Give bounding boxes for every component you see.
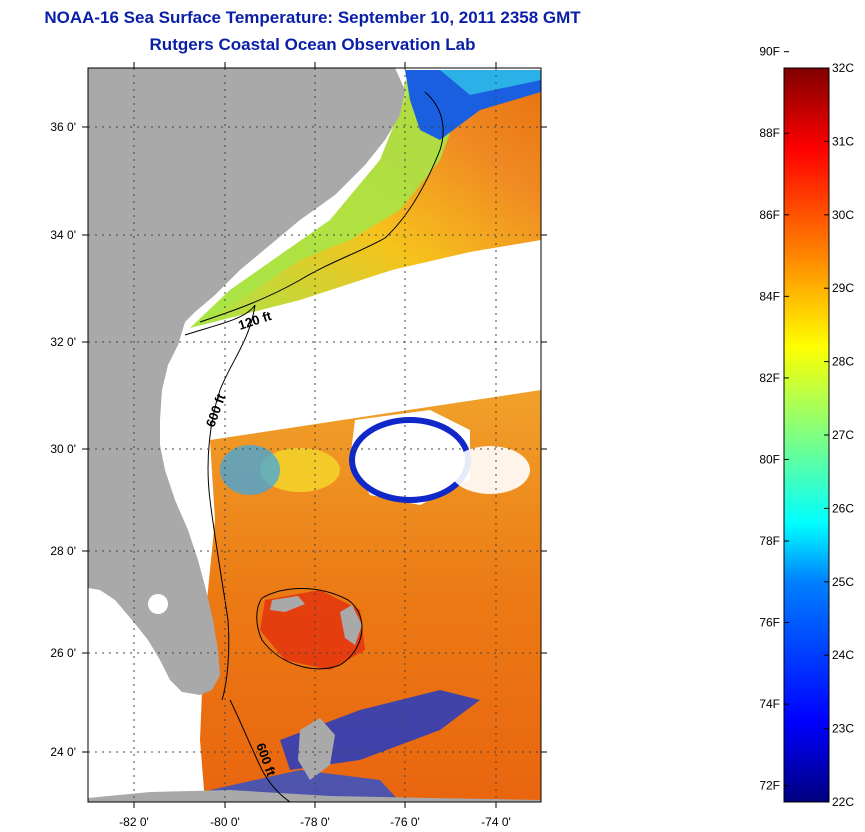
colorbar-fahrenheit-label: 76F <box>759 616 780 630</box>
lat-label-34: 34 0' <box>50 228 76 242</box>
cloud-gap-south <box>350 410 470 505</box>
colorbar-celsius-label: 32C <box>832 61 854 75</box>
colorbar-celsius-label: 26C <box>832 501 854 515</box>
colorbar-fahrenheit-label: 86F <box>759 208 780 222</box>
andros-island <box>298 718 335 780</box>
colorbar-gradient <box>783 67 830 803</box>
contour-bahamas <box>256 588 363 670</box>
lat-label-26: 26 0' <box>50 646 76 660</box>
lon-label-78: -78 0' <box>300 815 330 829</box>
colorbar-celsius-label: 22C <box>832 795 854 809</box>
colorbar-fahrenheit-label: 72F <box>759 779 780 793</box>
contour-600ft-south <box>229 699 291 802</box>
colorbar-fahrenheit-label: 90F <box>759 45 780 59</box>
cool-water-north <box>405 70 541 140</box>
contour-600ft <box>184 304 256 701</box>
colorbar-celsius-label: 28C <box>832 355 854 369</box>
colorbar-celsius-label: 24C <box>832 648 854 662</box>
nearshore-cool-band <box>190 80 455 328</box>
cool-patch-west <box>220 445 280 495</box>
lon-label-82: -82 0' <box>119 815 149 829</box>
colorbar-fahrenheit-label: 78F <box>759 534 780 548</box>
colorbar-celsius-label: 25C <box>832 575 854 589</box>
colorbar-fahrenheit-labels: 90F 88F 86F 84F 82F 80F 78F 76F 74F 72F <box>759 45 780 793</box>
contour-120ft <box>199 91 444 323</box>
axis-ticks <box>82 62 547 808</box>
colorbar-fahrenheit-label: 88F <box>759 126 780 140</box>
lat-label-36: 36 0' <box>50 120 76 134</box>
lat-label-30: 30 0' <box>50 442 76 456</box>
colorbar-celsius-label: 30C <box>832 208 854 222</box>
colorbar-fahrenheit-label: 74F <box>759 697 780 711</box>
colorbar-fahrenheit-label: 80F <box>759 452 780 466</box>
lon-label-76: -76 0' <box>390 815 420 829</box>
map-subtitle: Rutgers Coastal Ocean Observation Lab <box>149 35 476 54</box>
colorbar-celsius-label: 31C <box>832 134 854 148</box>
cloud-patch-east <box>450 446 530 494</box>
colorbar-fahrenheit-label: 82F <box>759 371 780 385</box>
cyan-water-north <box>440 70 541 95</box>
abaco <box>340 605 362 645</box>
land-mass <box>88 68 405 695</box>
colorbar-celsius-label: 23C <box>832 722 854 736</box>
lat-label-24: 24 0' <box>50 745 76 759</box>
lat-label-28: 28 0' <box>50 544 76 558</box>
lon-label-74: -74 0' <box>481 815 511 829</box>
lake-okeechobee <box>148 594 168 614</box>
colorbar-celsius-label: 29C <box>832 281 854 295</box>
colorbar-celsius-label: 27C <box>832 428 854 442</box>
colorbar-fahrenheit-label: 84F <box>759 289 780 303</box>
colorbar-celsius-labels: 32C 31C 30C 29C 28C 27C 26C 25C 24C 23C 22C <box>832 61 854 809</box>
warm-patch <box>260 448 340 492</box>
lon-label-80: -80 0' <box>210 815 240 829</box>
grand-bahama <box>270 596 305 612</box>
colorbar-ticks <box>784 51 829 803</box>
lat-label-32: 32 0' <box>50 335 76 349</box>
map-title: NOAA-16 Sea Surface Temperature: Septemb… <box>44 8 581 27</box>
